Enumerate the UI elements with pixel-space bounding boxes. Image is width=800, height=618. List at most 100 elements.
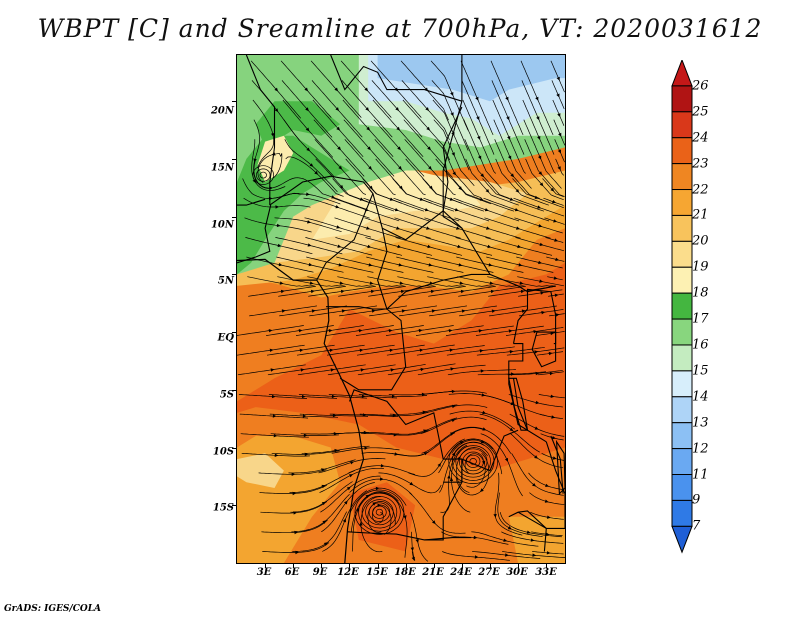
streamline-arrow-188 — [456, 226, 460, 230]
streamline-arrow-35 — [432, 520, 436, 525]
streamline-arrow-18 — [530, 538, 535, 542]
streamline-arrow-184 — [336, 225, 341, 229]
streamline-arrow-33 — [379, 477, 384, 481]
colorbar-label: 25 — [692, 104, 709, 120]
streamline-arrow-249 — [305, 127, 310, 132]
lat-label-15n: 15N — [210, 162, 234, 174]
streamline-arrow-240 — [367, 146, 371, 151]
vortex-ring — [361, 496, 398, 529]
zone-18-19 — [312, 170, 481, 240]
streamline-arrow-200 — [484, 208, 489, 212]
streamline-arrow-45 — [437, 463, 441, 467]
streamline-arrow-201 — [514, 208, 519, 212]
streamline-arrow-111 — [449, 348, 454, 352]
streamline-arrow-239 — [337, 146, 341, 151]
streamline-arrow-38 — [507, 526, 512, 530]
streamline-arrow-21 — [321, 501, 326, 506]
streamline-arrow-172 — [307, 243, 312, 247]
streamline-arrow-7 — [505, 553, 509, 557]
colorbar-swatch — [671, 396, 693, 424]
streamline-arrow-130 — [371, 309, 376, 313]
colorbar-label: 21 — [692, 207, 709, 223]
streamline-arrow-231 — [428, 166, 432, 170]
lat-tick — [232, 101, 237, 103]
streamline-arrow-229 — [368, 166, 372, 170]
lat-tick — [232, 389, 237, 391]
streamline-arrow-132 — [431, 309, 436, 313]
streamline-arrow-148 — [554, 293, 559, 297]
colorbar-max-triangle — [671, 60, 693, 87]
lon-tick — [433, 563, 435, 568]
vortex-ring — [469, 458, 477, 465]
country-border-4 — [372, 193, 463, 241]
streamline-arrow-141 — [370, 289, 375, 294]
streamline-arrow-171 — [277, 243, 282, 248]
streamline-arrow-8 — [532, 553, 537, 557]
streamline-arrow-147 — [540, 291, 545, 295]
streamline-arrow-150 — [309, 281, 314, 285]
streamline-arrow-176 — [427, 244, 432, 249]
lon-label-12e: 12E — [337, 567, 359, 578]
vortex-ring — [365, 499, 394, 526]
colorbar-swatch — [671, 448, 693, 476]
streamline-arrow-251 — [366, 126, 370, 131]
lon-tick — [461, 563, 463, 568]
lon-label-30e: 30E — [506, 567, 528, 578]
streamline-arrow-221 — [458, 186, 463, 191]
streamline-arrow-223 — [515, 189, 520, 193]
streamline-arrow-140 — [340, 289, 345, 294]
colorbar-label: 11 — [692, 467, 709, 482]
streamline-arrow-244 — [478, 155, 482, 160]
streamline-arrow-191 — [538, 224, 543, 228]
country-border-15 — [237, 198, 266, 206]
streamline-arrow-103 — [535, 371, 540, 376]
streamline-arrow-19 — [545, 532, 550, 536]
streamline-arrow-241 — [397, 146, 401, 151]
streamline-arrow-73 — [302, 414, 307, 418]
streamline-arrow-108 — [359, 348, 364, 352]
streamline-arrow-189 — [486, 226, 490, 230]
credit-footer: GrADS: IGES/COLA — [4, 604, 102, 614]
streamline-arrow-74 — [332, 413, 337, 418]
streamline-180 — [515, 237, 565, 252]
streamline-arrow-117 — [298, 329, 303, 333]
streamline-arrow-222 — [485, 189, 490, 193]
streamline-arrow-85 — [331, 394, 336, 399]
vortex-ring — [256, 168, 271, 182]
country-border-14 — [237, 204, 272, 264]
streamline-arrow-138 — [280, 289, 285, 294]
streamline-arrow-258 — [557, 113, 561, 118]
streamline-arrow-162 — [338, 263, 343, 267]
streamline-arrow-270 — [274, 87, 278, 92]
streamline-arrow-67 — [451, 418, 456, 423]
streamline-arrow-268 — [536, 116, 540, 121]
lon-label-33e: 33E — [535, 567, 557, 578]
colorbar-min-triangle — [671, 525, 693, 554]
streamline-arrow-269 — [556, 93, 560, 98]
streamline-arrow-237 — [253, 158, 257, 163]
streamline-arrow-109 — [389, 348, 394, 352]
streamline-arrow-178 — [487, 244, 492, 249]
streamline-arrow-68 — [482, 427, 487, 431]
weather-map — [237, 55, 565, 563]
streamline-191 — [514, 217, 563, 234]
streamline-arrow-53 — [364, 446, 369, 450]
streamline-arrow-212 — [509, 197, 514, 201]
streamline-arrow-97 — [360, 368, 365, 372]
streamline-arrow-238 — [306, 147, 310, 152]
streamline-arrow-44 — [409, 481, 414, 486]
lake-outline-1 — [531, 331, 557, 368]
streamline-arrow-248 — [271, 133, 275, 137]
streamline-arrow-252 — [396, 126, 400, 131]
colorbar-swatch — [671, 266, 693, 294]
streamline-arrow-177 — [457, 244, 462, 249]
streamline-arrow-137 — [555, 313, 560, 317]
streamline-arrow-182 — [276, 223, 281, 228]
streamline-arrow-199 — [454, 208, 459, 212]
streamline-arrow-96 — [330, 368, 335, 372]
streamline-arrow-160 — [278, 262, 283, 267]
streamline-arrow-145 — [490, 289, 495, 294]
streamline-arrow-253 — [426, 126, 430, 131]
lat-label-20n: 20N — [210, 105, 234, 117]
streamline-arrow-235 — [538, 171, 543, 175]
